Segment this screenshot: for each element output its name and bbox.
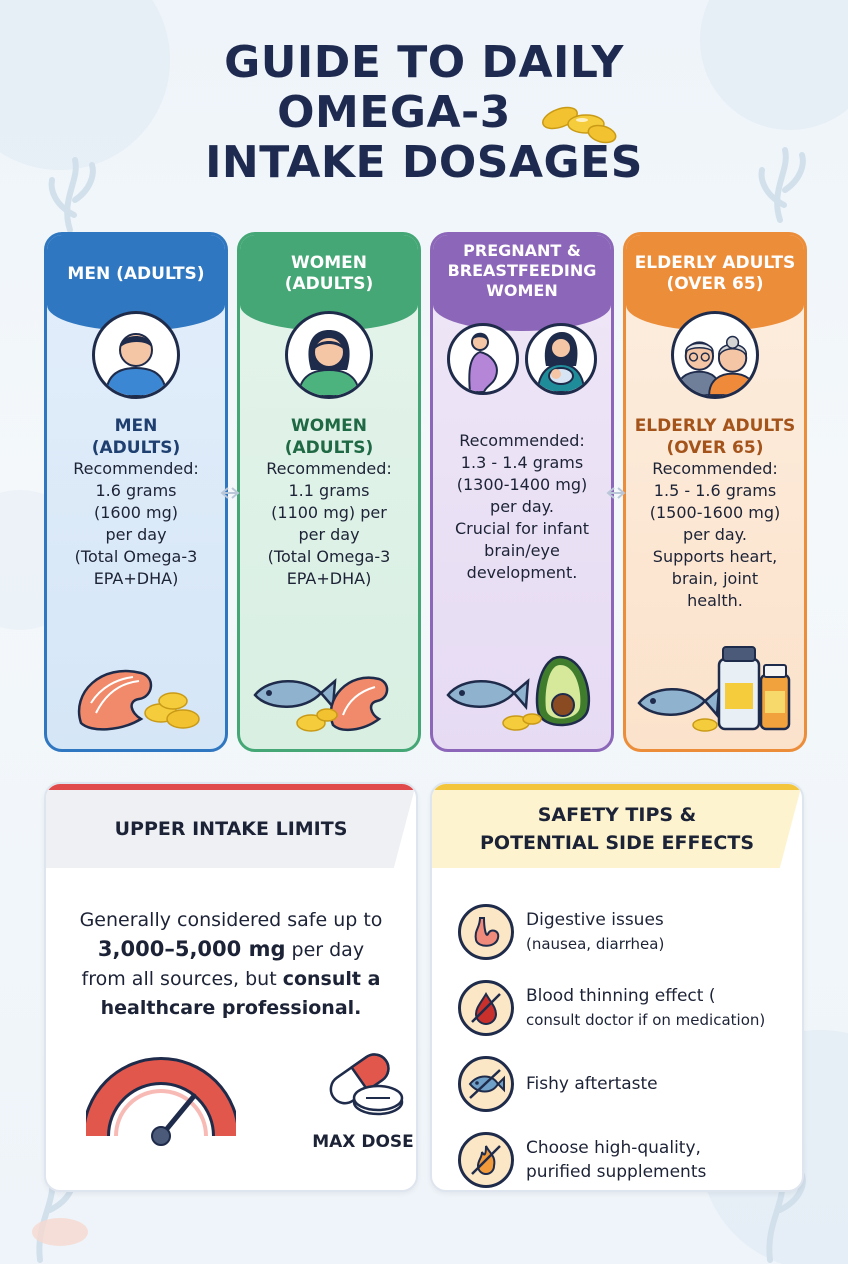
dosage-line: Recommended:: [266, 459, 392, 478]
limits-text-3: from all sources, but: [81, 968, 283, 990]
card-elderly-subtitle-1: ELDERLY ADULTS: [634, 416, 796, 436]
man-avatar-icon: [92, 311, 180, 399]
dosage-line: health.: [687, 591, 743, 610]
card-men-subtitle-2: (ADULTS): [91, 438, 181, 458]
limits-range: 3,000–5,000 mg: [97, 937, 286, 961]
connector-arrow-icon: [606, 487, 626, 499]
card-pregnant-header-3: WOMEN: [486, 281, 558, 300]
tip-title: Fishy aftertaste: [526, 1074, 658, 1094]
card-women-subtitle-2: (ADULTS): [284, 438, 374, 458]
no-flame-icon: [458, 1132, 514, 1188]
dosage-line: EPA+DHA): [93, 569, 179, 588]
card-pregnant-header-1: PREGNANT &: [463, 241, 581, 260]
pill-icon: [329, 1053, 404, 1116]
tip-subtitle: (nausea, diarrhea): [526, 935, 665, 953]
dosage-line: brain, joint: [671, 569, 759, 588]
fish-salmon-icon: [240, 653, 418, 735]
max-dose: MAX DOSE: [308, 1044, 416, 1152]
dosage-line: (1600 mg): [93, 503, 179, 522]
dosage-line: Supports heart,: [652, 547, 778, 566]
list-item: Digestive issues (nausea, diarrhea): [458, 894, 790, 970]
dosage-line: Recommended:: [73, 459, 199, 478]
limits-consult: consult a: [282, 968, 381, 990]
safety-heading-1: SAFETY TIPS &: [537, 804, 697, 826]
tip-title: Blood thinning effect (: [526, 986, 716, 1006]
fish-icon: [458, 1056, 514, 1112]
tip-subtitle: purified supplements: [526, 1162, 707, 1182]
title-line-2: OMEGA-3: [277, 87, 511, 138]
woman-avatar-icon: [285, 311, 373, 399]
safety-heading-2: POTENTIAL SIDE EFFECTS: [480, 832, 754, 854]
dosage-line: 1.5 - 1.6 grams: [653, 481, 777, 500]
safety-panel: SAFETY TIPS & POTENTIAL SIDE EFFECTS Dig…: [430, 782, 804, 1192]
card-men: MEN (ADULTS) MEN (ADULTS) Recommended: 1…: [44, 232, 228, 752]
mother-baby-icon: [525, 323, 597, 395]
tip-title: Choose high-quality,: [526, 1138, 701, 1158]
card-pregnant: PREGNANT & BREASTFEEDING WOMEN Recommend…: [430, 232, 614, 752]
card-women-body: Recommended: 1.1 grams (1100 mg) per per…: [246, 459, 412, 591]
card-men-body: Recommended: 1.6 grams (1600 mg) per day…: [53, 459, 219, 591]
card-elderly: ELDERLY ADULTS (OVER 65) ELDERLY ADULTS …: [623, 232, 807, 752]
pregnant-woman-icon: [447, 323, 519, 395]
blood-drop-icon: [458, 980, 514, 1036]
limits-text-1: Generally considered safe up to: [79, 909, 383, 931]
tip-title: Digestive issues: [526, 910, 664, 930]
card-men-subtitle: MEN (ADULTS): [47, 415, 225, 459]
dosage-line: Recommended:: [652, 459, 778, 478]
dosage-line: per day.: [683, 525, 747, 544]
dosage-line: Crucial for infant: [455, 519, 589, 538]
title-line-3: INTAKE DOSAGES: [205, 137, 643, 188]
dosage-line: (1500-1600 mg): [649, 503, 781, 522]
dosage-line: EPA+DHA): [286, 569, 372, 588]
card-elderly-subtitle-2: (OVER 65): [666, 438, 764, 458]
tip-subtitle: consult doctor if on medication): [526, 1011, 766, 1029]
max-dose-label: MAX DOSE: [312, 1132, 414, 1152]
dosage-line: 1.1 grams: [288, 481, 370, 500]
dosage-line: per day: [298, 525, 360, 544]
dosage-line: 1.6 grams: [95, 481, 177, 500]
dosage-line: (Total Omega-3: [267, 547, 391, 566]
card-men-subtitle-1: MEN: [114, 416, 158, 436]
upper-limits-text: Generally considered safe up to 3,000–5,…: [62, 906, 400, 1023]
list-item: Choose high-quality, purified supplement…: [458, 1122, 790, 1190]
fish-avocado-icon: [433, 649, 611, 735]
card-women-subtitle-1: WOMEN: [291, 416, 367, 436]
dosage-line: (1300-1400 mg): [456, 475, 588, 494]
dosage-line: 1.3 - 1.4 grams: [460, 453, 584, 472]
limits-text-2: per day: [285, 939, 365, 961]
dosage-line: Recommended:: [459, 431, 585, 450]
title-line-1: GUIDE TO DAILY: [224, 37, 624, 88]
capsules-icon: [542, 106, 617, 144]
card-women: WOMEN (ADULTS) WOMEN (ADULTS) Recommende…: [237, 232, 421, 752]
list-item: Blood thinning effect ( consult doctor i…: [458, 970, 790, 1046]
dosage-line: development.: [466, 563, 578, 582]
safety-tips-list: Digestive issues (nausea, diarrhea) Bloo…: [458, 894, 790, 1190]
dosage-line: per day.: [490, 497, 554, 516]
gauge-icon: [86, 1057, 236, 1146]
stomach-icon: [458, 904, 514, 960]
dosage-line: brain/eye: [484, 541, 560, 560]
list-item: Fishy aftertaste: [458, 1046, 790, 1122]
card-pregnant-header: PREGNANT & BREASTFEEDING WOMEN: [433, 235, 611, 331]
page-title: GUIDE TO DAILY OMEGA-3 INTAKE DOSAGES: [0, 38, 848, 188]
safety-heading: SAFETY TIPS & POTENTIAL SIDE EFFECTS: [432, 784, 802, 868]
card-women-subtitle: WOMEN (ADULTS): [240, 415, 418, 459]
upper-limits-panel: UPPER INTAKE LIMITS Generally considered…: [44, 782, 418, 1192]
dosage-line: (Total Omega-3: [74, 547, 198, 566]
card-pregnant-header-2: BREASTFEEDING: [447, 261, 597, 280]
fish-supplement-bottles-icon: [626, 639, 804, 735]
elderly-couple-icon: [671, 311, 759, 399]
card-pregnant-body: Recommended: 1.3 - 1.4 grams (1300-1400 …: [439, 431, 605, 585]
upper-limits-heading: UPPER INTAKE LIMITS: [46, 784, 416, 868]
dosage-line: per day: [105, 525, 167, 544]
connector-arrow-icon: [220, 487, 240, 499]
dosage-line: (1100 mg) per: [271, 503, 387, 522]
card-elderly-subtitle: ELDERLY ADULTS (OVER 65): [626, 415, 804, 459]
salmon-capsules-icon: [47, 653, 225, 735]
card-elderly-body: Recommended: 1.5 - 1.6 grams (1500-1600 …: [632, 459, 798, 613]
limits-professional: healthcare professional.: [100, 997, 362, 1019]
